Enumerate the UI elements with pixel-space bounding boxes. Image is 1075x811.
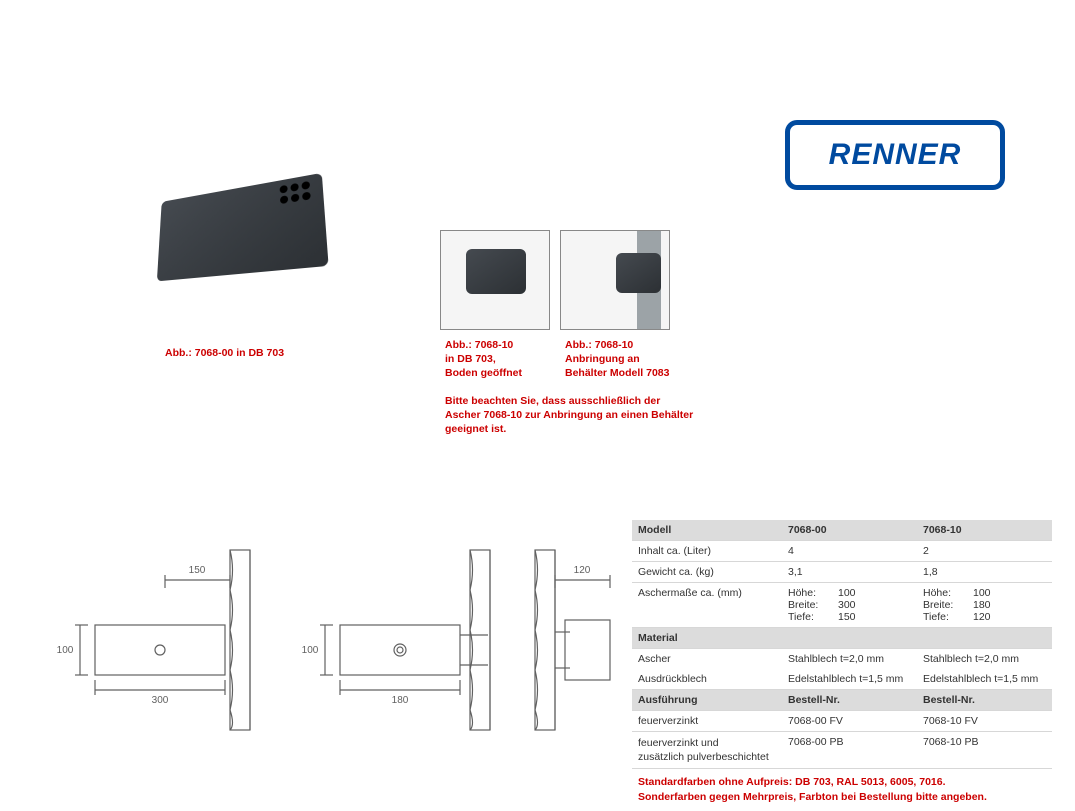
ashtray-render-s1 xyxy=(466,249,526,294)
spec-row: feuerverzinkt und zusätzlich pulverbesch… xyxy=(632,732,1052,769)
spec-header-row: Modell 7068-00 7068-10 xyxy=(632,520,1052,541)
spec-label: Inhalt ca. (Liter) xyxy=(638,545,788,557)
logo-frame: RENNER xyxy=(785,120,1005,190)
spec-row: Ascher Stahlblech t=2,0 mm Stahlblech t=… xyxy=(632,649,1052,669)
spec-value: 7068-00 FV xyxy=(788,715,923,727)
notice-text: Bitte beachten Sie, dass ausschließlich … xyxy=(445,394,725,437)
spec-row: Aschermaße ca. (mm) Höhe:100 Breite:300 … xyxy=(632,583,1052,628)
spec-row: Inhalt ca. (Liter) 4 2 xyxy=(632,541,1052,562)
spec-label: feuerverzinkt und zusätzlich pulverbesch… xyxy=(638,736,788,764)
spec-value: 1,8 xyxy=(923,566,1058,578)
drawing-svg: 300 100 150 xyxy=(40,540,620,760)
caption-small-2: Abb.: 7068-10 Anbringung an Behälter Mod… xyxy=(565,338,705,381)
spec-value: Höhe:100 Breite:180 Tiefe:120 xyxy=(923,587,1058,623)
spec-label-line: zusätzlich pulverbeschichtet xyxy=(638,750,788,764)
spec-header-cell: 7068-00 xyxy=(788,524,923,536)
caption-main: Abb.: 7068-00 in DB 703 xyxy=(165,346,284,360)
photo-main xyxy=(120,160,360,310)
photo-small-2 xyxy=(560,230,670,330)
footnote-line: Sonderfarben gegen Mehrpreis, Farbton be… xyxy=(638,790,1046,804)
spec-value: 7068-00 PB xyxy=(788,736,923,748)
spec-header-cell: Modell xyxy=(638,524,788,536)
dim-label: 120 xyxy=(574,565,591,576)
dim-key: Tiefe: xyxy=(923,611,973,623)
dim-label: 100 xyxy=(57,645,74,656)
spec-subheader-label: Bestell-Nr. xyxy=(788,694,923,706)
dim-val: 300 xyxy=(838,599,878,611)
spec-subheader-ausfuehrung: Ausführung Bestell-Nr. Bestell-Nr. xyxy=(632,690,1052,711)
spec-subheader-label: Bestell-Nr. xyxy=(923,694,1058,706)
spec-subheader-label: Material xyxy=(638,632,788,644)
spec-value: 4 xyxy=(788,545,923,557)
spec-header-cell: 7068-10 xyxy=(923,524,1058,536)
technical-drawings: 300 100 150 xyxy=(40,540,620,760)
spec-subheader-material: Material xyxy=(632,628,1052,649)
spec-value: 2 xyxy=(923,545,1058,557)
spec-value: Edelstahlblech t=1,5 mm xyxy=(788,673,923,685)
spec-row: Gewicht ca. (kg) 3,1 1,8 xyxy=(632,562,1052,583)
spec-label: Gewicht ca. (kg) xyxy=(638,566,788,578)
dim-key: Tiefe: xyxy=(788,611,838,623)
spec-value: 7068-10 FV xyxy=(923,715,1058,727)
dim-label: 180 xyxy=(392,695,409,706)
dim-val: 150 xyxy=(838,611,878,623)
spec-row: Ausdrückblech Edelstahlblech t=1,5 mm Ed… xyxy=(632,669,1052,690)
photo-small-1 xyxy=(440,230,550,330)
caption-line: Abb.: 7068-10 xyxy=(565,338,705,352)
dim-val: 120 xyxy=(973,611,1013,623)
brand-logo: RENNER xyxy=(785,120,1005,190)
spec-value: Edelstahlblech t=1,5 mm xyxy=(923,673,1058,685)
spec-label: Ausdrückblech xyxy=(638,673,788,685)
dim-key: Breite: xyxy=(923,599,973,611)
ashtray-render-s2 xyxy=(616,253,661,293)
caption-line: Anbringung an xyxy=(565,352,705,366)
caption-line: in DB 703, xyxy=(445,352,550,366)
dim-val: 180 xyxy=(973,599,1013,611)
logo-text: RENNER xyxy=(829,138,962,172)
caption-line: Boden geöffnet xyxy=(445,366,550,380)
spec-footnote: Standardfarben ohne Aufpreis: DB 703, RA… xyxy=(632,769,1052,809)
dim-key: Breite: xyxy=(788,599,838,611)
dim-key: Höhe: xyxy=(923,587,973,599)
dim-label: 150 xyxy=(189,565,206,576)
spec-row: feuerverzinkt 7068-00 FV 7068-10 FV xyxy=(632,711,1052,732)
spec-value: 7068-10 PB xyxy=(923,736,1058,748)
spec-label: Ascher xyxy=(638,653,788,665)
caption-line: Abb.: 7068-10 xyxy=(445,338,550,352)
spec-label-line: feuerverzinkt und xyxy=(638,736,788,750)
spec-value: Höhe:100 Breite:300 Tiefe:150 xyxy=(788,587,923,623)
notice-line: geeignet ist. xyxy=(445,422,725,436)
footnote-line: Standardfarben ohne Aufpreis: DB 703, RA… xyxy=(638,775,1046,789)
spec-subheader-label: Ausführung xyxy=(638,694,788,706)
caption-line: Behälter Modell 7083 xyxy=(565,366,705,380)
caption-small-1: Abb.: 7068-10 in DB 703, Boden geöffnet xyxy=(445,338,550,381)
dim-label: 100 xyxy=(302,645,319,656)
spec-value: 3,1 xyxy=(788,566,923,578)
ashtray-holes-icon xyxy=(280,181,311,204)
dim-key: Höhe: xyxy=(788,587,838,599)
notice-line: Bitte beachten Sie, dass ausschließlich … xyxy=(445,394,725,408)
notice-line: Ascher 7068-10 zur Anbringung an einen B… xyxy=(445,408,725,422)
spec-table: Modell 7068-00 7068-10 Inhalt ca. (Liter… xyxy=(632,520,1052,810)
dim-label: 300 xyxy=(152,695,169,706)
dim-val: 100 xyxy=(973,587,1013,599)
spec-value: Stahlblech t=2,0 mm xyxy=(788,653,923,665)
spec-label: Aschermaße ca. (mm) xyxy=(638,587,788,599)
spec-value: Stahlblech t=2,0 mm xyxy=(923,653,1058,665)
spec-label: feuerverzinkt xyxy=(638,715,788,727)
ashtray-render-main xyxy=(157,173,329,282)
dim-val: 100 xyxy=(838,587,878,599)
